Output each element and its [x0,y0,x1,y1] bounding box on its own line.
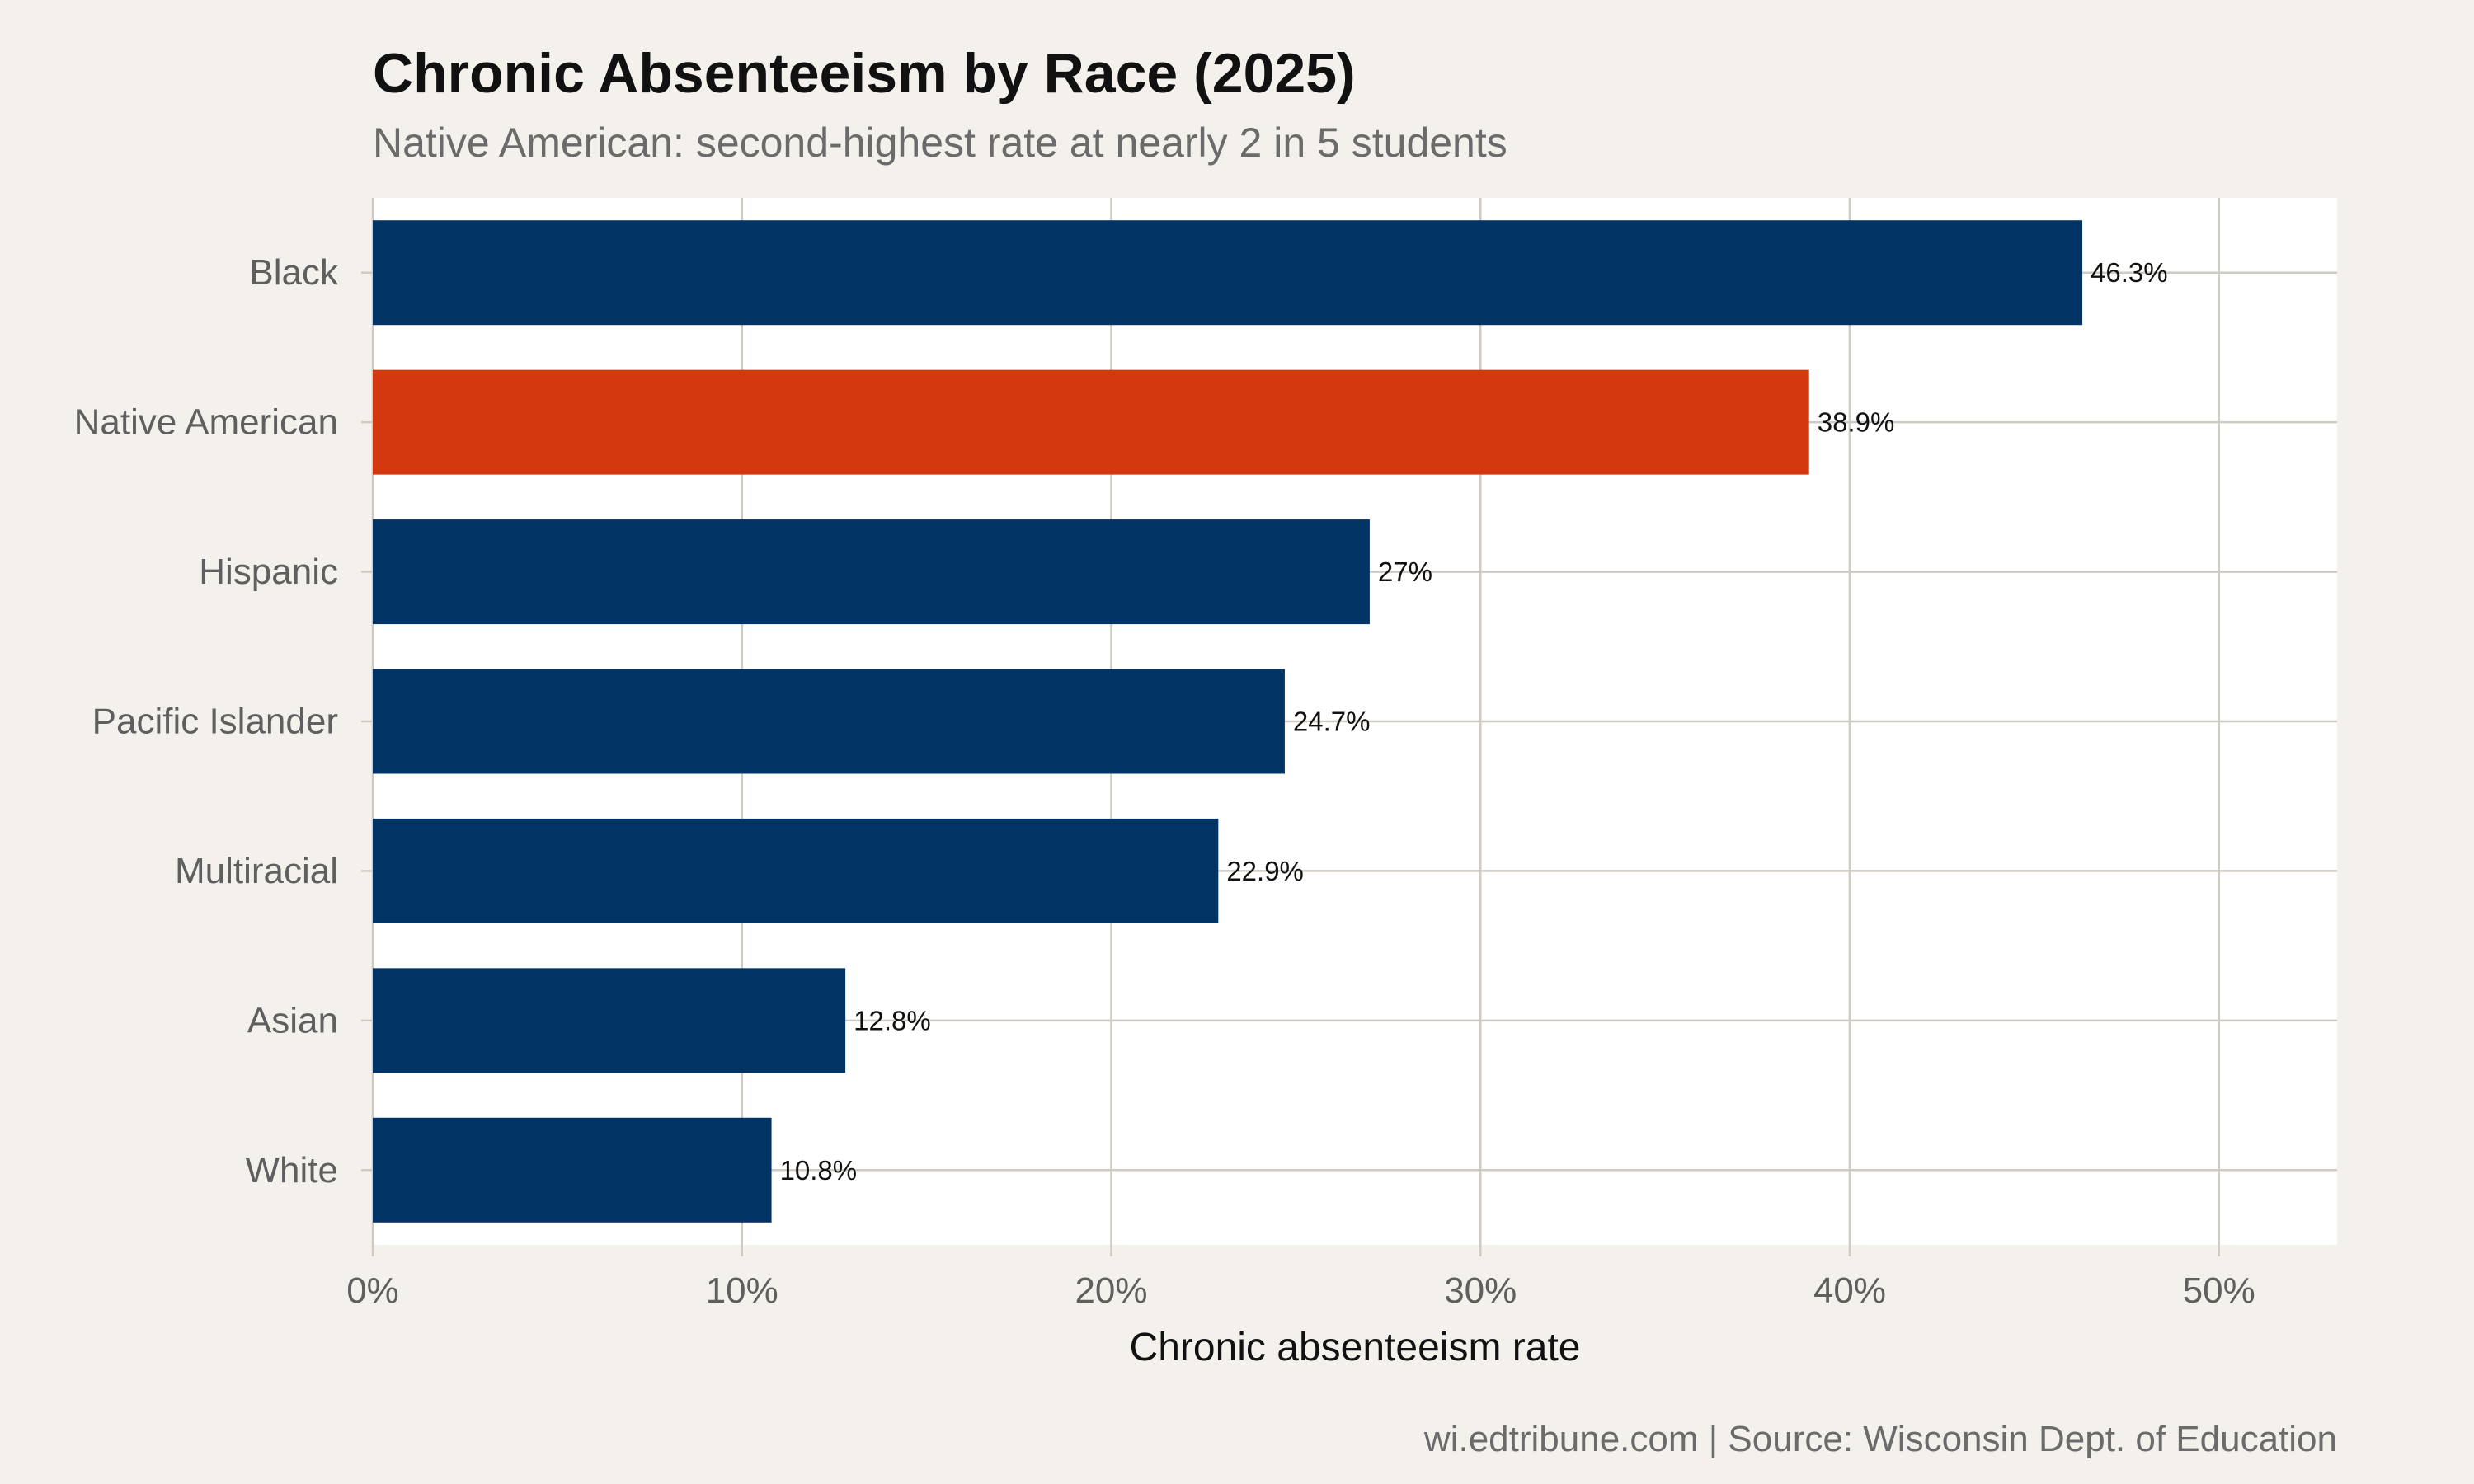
value-label: 24.7% [1293,707,1371,737]
category-label: Pacific Islander [92,702,338,742]
value-label: 38.9% [1818,407,1895,438]
x-tick-label: 40% [1813,1270,1886,1311]
bars [373,220,2083,1223]
category-label: White [246,1150,338,1190]
x-tick-label: 30% [1444,1270,1517,1311]
bar [373,220,2083,326]
chart-title: Chronic Absenteeism by Race (2025) [373,42,1356,105]
x-axis-title: Chronic absenteeism rate [1130,1326,1581,1369]
bar [373,369,1809,475]
category-label: Black [249,252,339,293]
x-tick-label: 50% [2183,1270,2255,1311]
value-label: 22.9% [1226,856,1304,886]
x-tick-label: 0% [346,1270,399,1311]
x-tick-label: 20% [1075,1270,1147,1311]
value-labels: 46.3% 38.9% 27% 24.7% 22.9% 12.8% 10.8% [780,257,2168,1186]
category-label: Native American [74,402,338,443]
category-label: Asian [247,1000,338,1040]
value-label: 27% [1378,556,1432,587]
bar [373,1117,772,1223]
x-tick-label: 10% [706,1270,778,1311]
bar [373,669,1285,774]
bar [373,968,846,1073]
bar [373,519,1370,625]
category-label: Hispanic [199,552,338,592]
bar [373,818,1219,923]
value-label: 46.3% [2091,257,2168,288]
value-label: 12.8% [854,1005,931,1036]
category-labels: Black Native American Hispanic Pacific Isla… [74,252,373,1190]
value-label: 10.8% [780,1155,858,1186]
chart-subtitle: Native American: second-highest rate at … [373,120,1507,166]
x-axis: 0% 10% 20% 30% 40% 50% [346,1245,2255,1311]
category-label: Multiracial [175,851,338,891]
chart-caption: wi.edtribune.com | Source: Wisconsin Dep… [1423,1419,2337,1459]
